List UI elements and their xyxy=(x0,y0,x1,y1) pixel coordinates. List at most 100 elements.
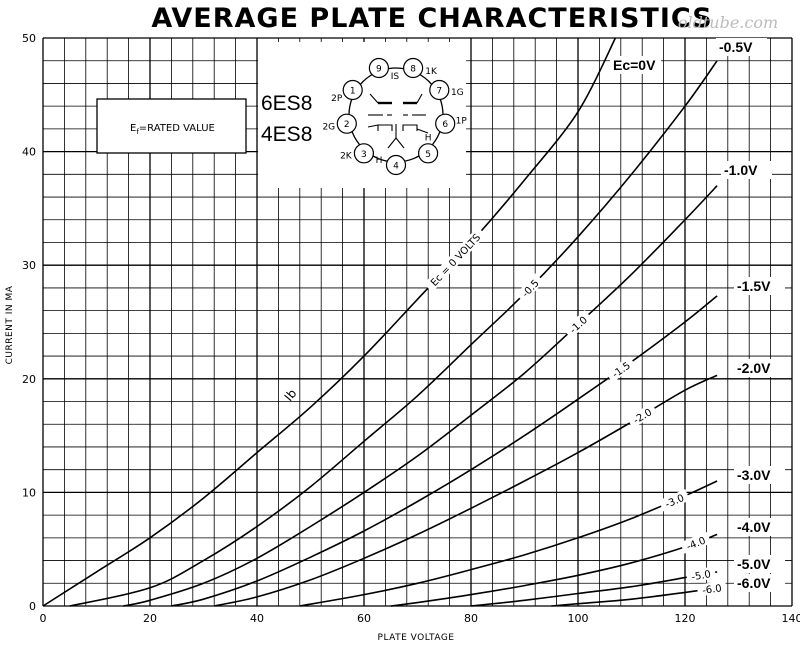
right-label: -1.5V xyxy=(737,278,771,294)
x-tick-label: 40 xyxy=(250,612,264,625)
right-label: -1.0V xyxy=(724,162,758,178)
pin-label: H xyxy=(425,133,432,143)
pin-circle xyxy=(435,113,456,134)
x-tick-label: 20 xyxy=(143,612,157,625)
x-tick-label: 0 xyxy=(40,612,47,625)
pin-number: 1 xyxy=(350,87,356,97)
y-axis-ticks: 0 10 20 30 40 50 xyxy=(22,32,36,613)
pin-circle xyxy=(429,79,450,101)
right-label: -5.0V xyxy=(737,556,771,572)
inline-label-group: -5.0 xyxy=(685,566,717,584)
inline-label: -5.0 xyxy=(691,569,712,583)
pin-number: 7 xyxy=(436,87,442,97)
note-box: Ef=RATED VALUE xyxy=(96,98,247,154)
pin-label: 2P xyxy=(331,94,343,104)
right-label: -3.0V xyxy=(737,467,771,483)
y-tick-label: 10 xyxy=(22,486,36,499)
chart-title: AVERAGE PLATE CHARACTERISTICS xyxy=(151,3,712,34)
pin-label: H xyxy=(376,156,383,166)
right-label: -2.0V xyxy=(737,360,771,376)
inline-label-bg xyxy=(680,531,712,554)
x-tick-label: 100 xyxy=(568,612,589,625)
pin-number: 6 xyxy=(442,120,448,130)
pin-number: 3 xyxy=(361,150,367,160)
right-label-bg xyxy=(716,38,767,56)
inline-curve-labels: Ec = 0 VOLTS-0.5-1.0-1.5-2.0-3.0-4.0-5.0… xyxy=(423,226,727,597)
right-label: -4.0V xyxy=(737,519,771,535)
electrode-symbol xyxy=(367,124,379,128)
y-axis-label: CURRENT IN MA xyxy=(5,285,15,364)
pin-circle xyxy=(418,143,439,164)
pin-label: 1G xyxy=(451,88,464,98)
curve-Ec=0 xyxy=(42,37,617,607)
pin-circle xyxy=(353,143,374,164)
pin-label: IS xyxy=(391,72,400,82)
curve--6.0 xyxy=(551,587,718,607)
pin-label: 1K xyxy=(425,67,438,77)
right-label-bg xyxy=(734,574,785,592)
inline-label-bg xyxy=(685,566,717,584)
inline-label-bg xyxy=(563,310,593,339)
y-tick-label: 20 xyxy=(22,373,36,386)
curve--1.5 xyxy=(171,295,718,607)
y-tick-label: 30 xyxy=(22,259,36,272)
electrode-symbol xyxy=(377,124,393,131)
x-tick-label: 80 xyxy=(464,612,478,625)
inline-label-bg xyxy=(515,273,545,303)
right-curve-labels: Ec=0V -0.5V -1.0V -1.5V -2.0V -3.0V -4.0V -5.0V… xyxy=(610,38,785,592)
right-label-bg xyxy=(734,466,785,484)
curve--0.5 xyxy=(69,60,718,607)
pin-number: 5 xyxy=(425,150,431,160)
tube-name-secondary: 4ES8 xyxy=(261,123,312,146)
right-label-bg xyxy=(734,555,785,573)
inline-label-group: -6.0 xyxy=(696,580,727,597)
y-tick-label: 50 xyxy=(22,32,36,45)
y-tick-label: 0 xyxy=(29,600,36,613)
electrode-symbol xyxy=(402,124,418,131)
electrode-symbol xyxy=(369,93,379,104)
pin-circle xyxy=(385,154,407,176)
right-label: -0.5V xyxy=(719,39,753,55)
curve--3.0 xyxy=(299,480,718,607)
electrode-symbol xyxy=(416,128,429,134)
tube-name-primary: 6ES8 xyxy=(261,92,312,115)
pin-circle xyxy=(403,57,424,79)
electrode-symbol xyxy=(416,93,423,104)
x-axis-label: PLATE VOLTAGE xyxy=(378,633,455,643)
x-tick-label: 120 xyxy=(675,612,696,625)
x-axis-ticks: 0 20 40 60 80 100 120 140 xyxy=(40,612,800,625)
pin-label: 1P xyxy=(456,117,468,127)
x-tick-label: 140 xyxy=(782,612,800,625)
pin-circle xyxy=(336,113,357,134)
pin-label: 2K xyxy=(340,151,353,161)
inline-label: -3.0 xyxy=(664,493,686,511)
right-label-bg xyxy=(610,56,661,74)
pin-number: 8 xyxy=(410,65,416,75)
pin-circle xyxy=(342,79,363,101)
x-tick-label: 60 xyxy=(357,612,371,625)
pin-number: 9 xyxy=(376,65,382,75)
pin-number: 2 xyxy=(344,120,350,130)
y-tick-label: 40 xyxy=(22,146,36,159)
inline-label-bg xyxy=(696,580,727,597)
inline-label: Ec = 0 VOLTS xyxy=(429,232,483,289)
inline-label-bg xyxy=(626,403,658,429)
inline-label-bg xyxy=(423,226,487,293)
right-label: -6.0V xyxy=(737,575,771,591)
watermark: oldtube.com xyxy=(678,13,778,32)
right-label-bg xyxy=(734,359,785,377)
right-label: Ec=0V xyxy=(613,57,656,73)
inline-label-bg xyxy=(605,356,637,383)
right-label-bg xyxy=(721,161,772,179)
inline-label-group: Ec = 0 VOLTS xyxy=(423,226,487,293)
note-text: Ef=RATED VALUE xyxy=(130,123,215,136)
pin-number: 4 xyxy=(393,162,399,172)
inline-label-bg xyxy=(658,489,690,512)
pin-label: 2G xyxy=(322,123,335,133)
curve--1.0 xyxy=(123,185,718,607)
pin-circle xyxy=(368,57,389,79)
inline-label: -6.0 xyxy=(702,583,723,597)
